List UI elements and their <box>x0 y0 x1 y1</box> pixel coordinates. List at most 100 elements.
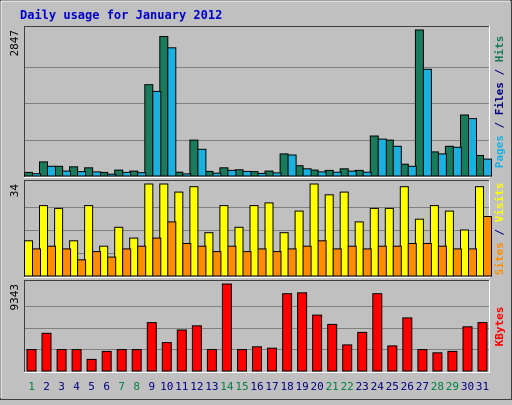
bar-kbytes-day-1 <box>26 349 37 372</box>
bar-visits-day-14 <box>219 205 229 277</box>
bar-kbytes-day-13 <box>206 349 217 372</box>
panel-middle-max-label: 34 <box>8 184 21 198</box>
panel-middle-label-part-0: Sites <box>493 242 506 275</box>
day-label-16: 16 <box>250 380 263 393</box>
day-label-5: 5 <box>88 380 95 393</box>
day-label-3: 3 <box>58 380 65 393</box>
day-label-19: 19 <box>295 380 308 393</box>
bar-files-day-2 <box>47 165 56 177</box>
bar-kbytes-day-11 <box>176 329 187 372</box>
bar-kbytes-day-4 <box>71 349 82 372</box>
bar-sites-day-22 <box>347 245 357 277</box>
bar-files-day-24 <box>377 138 387 177</box>
bar-sites-day-7 <box>122 248 132 277</box>
bar-kbytes-day-17 <box>267 347 277 372</box>
bar-visits-day-26 <box>399 186 409 277</box>
day-label-21: 21 <box>326 380 339 393</box>
day-label-26: 26 <box>401 380 414 393</box>
bar-kbytes-day-20 <box>312 314 323 372</box>
bar-files-day-13 <box>212 172 222 177</box>
bar-visits-day-24 <box>369 207 379 277</box>
bar-files-day-9 <box>152 90 162 177</box>
bar-kbytes-day-18 <box>282 293 293 372</box>
bar-kbytes-day-19 <box>297 292 308 372</box>
bar-kbytes-day-28 <box>432 352 443 372</box>
bar-kbytes-day-21 <box>327 323 338 372</box>
panel-bottom-series-label: KBytes <box>493 307 506 347</box>
bar-sites-day-4 <box>77 259 87 277</box>
day-label-12: 12 <box>190 380 203 393</box>
bar-sites-day-5 <box>92 251 102 277</box>
bar-files-day-1 <box>32 173 41 177</box>
bar-sites-day-15 <box>242 251 252 277</box>
panel-top-label-part-0: Pages <box>493 135 506 168</box>
day-label-31: 31 <box>476 380 489 393</box>
bar-kbytes-day-24 <box>372 293 383 372</box>
day-label-23: 23 <box>356 380 369 393</box>
bar-files-day-5 <box>92 171 102 177</box>
panel-top-max-label: 2847 <box>8 30 21 57</box>
bar-sites-day-25 <box>392 245 402 277</box>
panel-top-label-part-3: / <box>493 62 506 82</box>
bar-files-day-28 <box>437 153 447 177</box>
bar-sites-day-27 <box>422 243 432 277</box>
bar-sites-day-21 <box>332 248 342 277</box>
bar-hits-day-24 <box>369 135 379 177</box>
bar-kbytes-day-25 <box>387 345 398 372</box>
bar-files-day-18 <box>287 154 297 177</box>
day-label-30: 30 <box>461 380 474 393</box>
bar-sites-day-8 <box>137 245 147 277</box>
day-label-20: 20 <box>310 380 323 393</box>
bar-sites-day-12 <box>197 245 207 277</box>
bar-files-day-14 <box>227 169 237 177</box>
bar-kbytes-day-29 <box>447 350 458 372</box>
series-kbytes <box>26 283 488 372</box>
panel-top: 2847 Pages / Files / Hits <box>8 26 506 178</box>
series-sites <box>32 216 492 277</box>
bar-kbytes-day-7 <box>116 349 127 372</box>
bar-files-day-12 <box>197 148 207 177</box>
bar-files-day-30 <box>468 118 477 177</box>
bar-sites-day-26 <box>407 243 417 277</box>
bar-kbytes-day-31 <box>477 322 488 372</box>
bar-files-day-17 <box>272 172 282 177</box>
day-label-7: 7 <box>118 380 125 393</box>
bar-hits-day-1 <box>24 171 33 177</box>
day-label-17: 17 <box>265 380 278 393</box>
bar-files-day-4 <box>77 171 87 177</box>
day-axis: 1 2 3 4 5 6 7 8 9 10 11 12 13 14 15 16 17 18 19 20 21 22 23 24 2… <box>28 380 489 393</box>
bar-kbytes-day-14 <box>221 283 232 372</box>
series-visits <box>24 183 484 277</box>
bar-kbytes-day-26 <box>402 317 413 372</box>
bar-files-day-22 <box>347 170 357 177</box>
bar-sites-day-16 <box>257 248 267 277</box>
bar-files-day-16 <box>257 172 267 177</box>
bar-visits-day-1 <box>24 240 33 277</box>
bar-sites-day-10 <box>167 221 177 277</box>
bar-visits-day-17 <box>264 202 274 277</box>
bar-visits-day-28 <box>429 205 439 277</box>
bar-sites-day-18 <box>287 248 297 277</box>
bar-sites-day-30 <box>468 248 477 277</box>
bar-kbytes-day-10 <box>161 342 172 372</box>
bar-files-day-31 <box>483 158 492 177</box>
bar-sites-day-28 <box>437 245 447 277</box>
bar-visits-day-21 <box>324 194 334 277</box>
bar-visits-day-25 <box>384 207 394 277</box>
bar-kbytes-day-16 <box>252 346 262 372</box>
bar-kbytes-day-23 <box>357 331 368 372</box>
bar-sites-day-9 <box>152 237 162 277</box>
bar-kbytes-day-6 <box>101 350 112 372</box>
panel-top-label-part-1: / <box>493 115 506 135</box>
day-label-11: 11 <box>175 380 188 393</box>
day-label-2: 2 <box>43 380 50 393</box>
bar-sites-day-6 <box>107 256 117 277</box>
day-label-29: 29 <box>446 380 459 393</box>
day-label-22: 22 <box>341 380 354 393</box>
day-label-6: 6 <box>103 380 110 393</box>
bar-visits-day-16 <box>249 205 259 277</box>
bar-sites-day-1 <box>32 248 41 277</box>
bar-files-day-8 <box>137 172 147 177</box>
bar-hits-day-27 <box>414 29 424 177</box>
